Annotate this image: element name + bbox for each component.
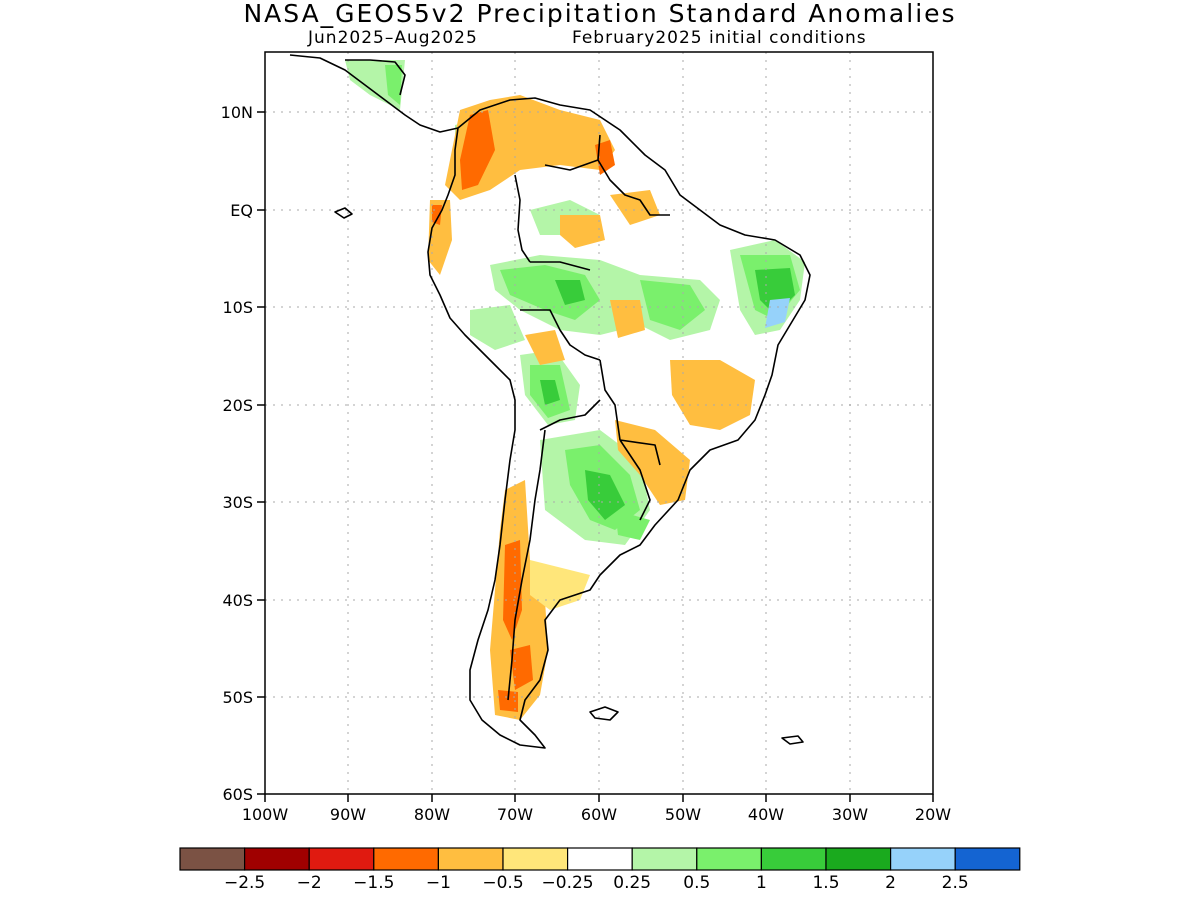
lat-tick-label: 40S — [222, 591, 253, 610]
anomaly-region — [503, 540, 522, 640]
colorbar-labels: −2.5 −2 −1.5 −1 −0.5 −0.25 0.25 0.5 1 1.5 2 2.5 — [224, 873, 969, 893]
anomaly-region — [540, 380, 560, 405]
lat-tick-label: 20S — [222, 396, 253, 415]
lat-tick-label: 50S — [222, 688, 253, 707]
tick-marks — [257, 111, 934, 802]
anomaly-region — [640, 280, 705, 330]
colorbar-swatch — [631, 847, 698, 871]
central-america-outline — [289, 54, 459, 133]
anomaly-region — [610, 190, 660, 225]
lat-tick-label: 10N — [221, 103, 253, 122]
lat-tick-label: 10S — [222, 298, 253, 317]
lon-tick-label: 50W — [665, 805, 701, 824]
map-title: NASA_GEOS5v2 Precipitation Standard Anom… — [243, 0, 957, 28]
anomaly-region — [470, 305, 525, 350]
anomaly-region — [525, 330, 565, 365]
anomaly-region — [555, 280, 585, 305]
coastline — [289, 54, 811, 749]
anomaly-region — [385, 65, 402, 105]
anomaly-region — [585, 470, 625, 520]
lon-tick-label: 40W — [748, 805, 784, 824]
anomaly-region — [530, 560, 590, 610]
colorbar-label: −0.5 — [482, 873, 523, 893]
lon-tick-label: 100W — [242, 805, 289, 824]
colorbar-label: 1 — [756, 873, 767, 893]
anomaly-region — [610, 300, 645, 338]
anomaly-region — [500, 265, 600, 320]
lon-tick-label: 60W — [581, 805, 617, 824]
longitude-labels: 100W 90W 80W 70W 60W 50W 40W 30W 20W — [242, 805, 951, 824]
colorbar-label: −1.5 — [353, 873, 394, 893]
lon-tick-label: 80W — [414, 805, 450, 824]
latitude-labels: 10N EQ 10S 20S 30S 40S 50S 60S — [221, 103, 253, 804]
colorbar-swatch — [244, 847, 310, 871]
forecast-period-subtitle: Jun2025–Aug2025 — [308, 28, 478, 48]
anomaly-region — [498, 690, 518, 712]
lon-tick-label: 30W — [832, 805, 868, 824]
colorbar-swatch — [308, 847, 375, 871]
initial-conditions-subtitle: February2025 initial conditions — [572, 28, 867, 48]
lon-tick-label: 70W — [497, 805, 533, 824]
colorbar-swatch — [566, 847, 633, 871]
colorbar-label: −0.25 — [542, 873, 594, 893]
colorbar-label: 1.5 — [812, 873, 839, 893]
falkland-islands-outline — [589, 706, 619, 721]
colorbar-swatch — [760, 847, 827, 871]
lat-tick-label: EQ — [230, 201, 253, 220]
lon-tick-label: 90W — [330, 805, 366, 824]
colorbar — [179, 847, 1021, 871]
anomaly-region — [560, 215, 605, 248]
colorbar-swatch — [889, 847, 956, 871]
colorbar-label: 0.5 — [683, 873, 710, 893]
colorbar-swatch — [437, 847, 504, 871]
anomaly-region — [670, 360, 755, 430]
anomaly-region — [595, 140, 615, 175]
lat-tick-label: 60S — [222, 785, 253, 804]
colorbar-label: −2.5 — [224, 873, 265, 893]
colorbar-swatch — [825, 847, 892, 871]
colorbar-swatch — [373, 847, 439, 871]
island-outline — [334, 207, 353, 219]
anomaly-region — [510, 645, 533, 690]
anomaly-shading — [345, 60, 805, 720]
colorbar-label: 2 — [885, 873, 896, 893]
colorbar-label: 2.5 — [942, 873, 969, 893]
colorbar-swatch — [502, 847, 569, 871]
south-america-outline — [427, 97, 811, 749]
lat-tick-label: 30S — [222, 493, 253, 512]
country-border — [507, 134, 670, 701]
anomaly-region — [765, 298, 790, 328]
colorbar-label: −2 — [297, 873, 322, 893]
colorbar-swatch — [696, 847, 762, 871]
anomaly-region — [460, 110, 495, 190]
island-outline — [781, 735, 804, 745]
colorbar-swatch — [179, 847, 246, 871]
lon-tick-label: 20W — [915, 805, 951, 824]
colorbar-swatch — [954, 847, 1021, 871]
colorbar-label: 0.25 — [613, 873, 651, 893]
colorbar-label: −1 — [426, 873, 451, 893]
